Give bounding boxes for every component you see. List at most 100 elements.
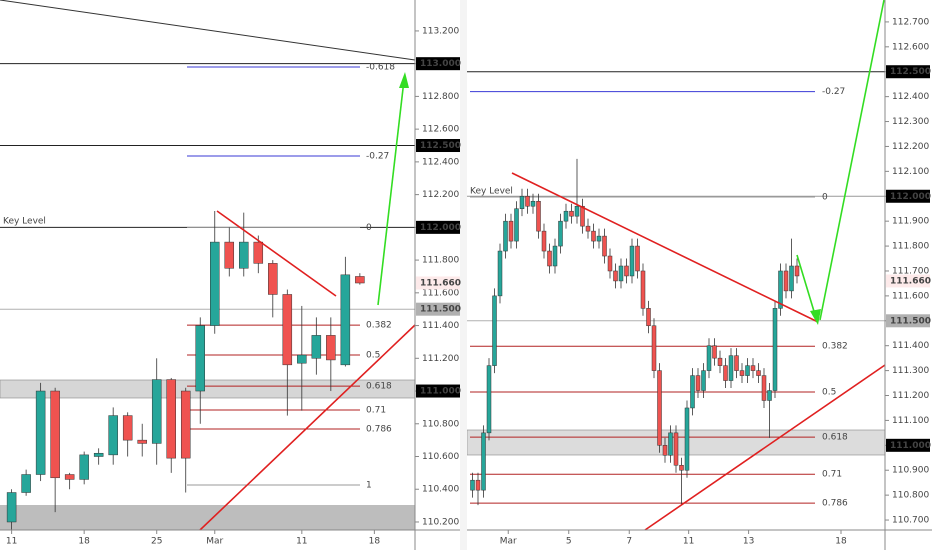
fib-label: 0.382 bbox=[366, 321, 392, 331]
candle-body bbox=[514, 208, 519, 242]
y-tick-label: 111.400 bbox=[422, 321, 459, 331]
candle-body bbox=[508, 220, 514, 242]
candle-body bbox=[690, 375, 695, 409]
candle-body bbox=[137, 439, 147, 444]
overlay-layer: 113.000 112.500 112.000 111.660 111.500 111.0… bbox=[416, 57, 931, 452]
candle-body bbox=[673, 432, 679, 466]
candle-body bbox=[326, 335, 336, 361]
x-tick-label: 11 bbox=[6, 537, 17, 547]
y-tick-label: 110.800 bbox=[422, 419, 459, 429]
y-tick-label: 112.400 bbox=[892, 92, 929, 102]
candle-body bbox=[734, 355, 739, 371]
x-tick-label: 25 bbox=[151, 537, 162, 547]
candle-body bbox=[563, 210, 569, 222]
candle-body bbox=[640, 270, 646, 309]
y-tick-label: 110.400 bbox=[422, 485, 459, 495]
candle-body bbox=[723, 365, 728, 381]
x-tick-label: Mar bbox=[206, 537, 223, 547]
fib-label: 0.618 bbox=[822, 433, 848, 443]
y-tick-label: 112.200 bbox=[422, 190, 459, 200]
y-tick-label: 111.100 bbox=[892, 416, 929, 426]
candle-body bbox=[35, 390, 46, 475]
candle-body bbox=[151, 379, 162, 444]
candle-body bbox=[340, 274, 351, 366]
candle-body bbox=[166, 379, 176, 459]
y-tick-label: 112.400 bbox=[422, 157, 459, 167]
price-label-box bbox=[416, 139, 460, 153]
price-label-box bbox=[886, 189, 930, 203]
price-label-box bbox=[416, 57, 460, 71]
y-tick-label: 111.800 bbox=[422, 256, 459, 266]
annotation: Key Level bbox=[3, 217, 46, 227]
fib-label: 1 bbox=[366, 480, 372, 490]
support-zone bbox=[0, 379, 416, 399]
candle-body bbox=[580, 205, 585, 227]
candle-body bbox=[739, 370, 745, 376]
fib-label: 0.786 bbox=[366, 425, 392, 435]
candle-body bbox=[536, 200, 541, 232]
fib-label: -0.27 bbox=[366, 151, 389, 161]
fib-label: 0.618 bbox=[366, 382, 392, 392]
candle-body bbox=[635, 245, 640, 272]
demand-zone bbox=[0, 505, 415, 530]
y-tick-label: 112.600 bbox=[422, 125, 459, 135]
fib-label: 0.5 bbox=[822, 388, 836, 398]
y-tick-label: 111.400 bbox=[892, 341, 929, 351]
x-tick-label: 11 bbox=[683, 537, 694, 547]
x-tick-label: 7 bbox=[626, 537, 632, 547]
y-tick-label: 111.700 bbox=[892, 266, 929, 276]
y-tick-label: 111.200 bbox=[422, 354, 459, 364]
price-label: 112.500 bbox=[420, 141, 461, 151]
candle-body bbox=[651, 325, 657, 371]
trendline bbox=[511, 172, 819, 323]
candle-body bbox=[50, 390, 60, 479]
fib-label: 0 bbox=[822, 193, 828, 203]
y-tick-label: 111.600 bbox=[422, 288, 459, 298]
candle-body bbox=[519, 196, 525, 209]
candle-body bbox=[475, 479, 481, 491]
fib-label: -0.27 bbox=[822, 87, 845, 97]
candle-body bbox=[541, 230, 547, 252]
fib-label: 0.71 bbox=[822, 470, 842, 480]
candle-body bbox=[706, 345, 712, 371]
candle-body bbox=[679, 464, 684, 471]
x-tick-label: 11 bbox=[296, 537, 307, 547]
candle-body bbox=[470, 479, 475, 491]
price-label-box bbox=[416, 220, 460, 234]
projection-arrow bbox=[377, 79, 405, 306]
candle-body bbox=[585, 225, 591, 232]
candle-body bbox=[662, 445, 668, 456]
price-label: 112.500 bbox=[890, 67, 931, 77]
candle-body bbox=[355, 276, 365, 284]
candle-body bbox=[282, 294, 293, 366]
price-label: 111.660 bbox=[420, 279, 461, 289]
candle-body bbox=[268, 263, 278, 295]
candle-body bbox=[745, 365, 750, 376]
candle-body bbox=[108, 415, 118, 456]
candle-body bbox=[122, 415, 133, 441]
price-label-box bbox=[416, 276, 460, 290]
y-tick-label: 113.200 bbox=[422, 26, 459, 36]
candle-body bbox=[21, 474, 31, 493]
y-tick-label: 112.300 bbox=[892, 117, 929, 127]
fib-label: 0.5 bbox=[366, 351, 380, 361]
fib-label: 0.382 bbox=[822, 342, 848, 352]
candle-body bbox=[552, 245, 558, 267]
candle-body bbox=[602, 235, 607, 257]
projection-arrow bbox=[819, 0, 885, 321]
candle-body bbox=[253, 241, 264, 264]
x-tick-label: 18 bbox=[835, 537, 847, 547]
fib-label: -0.618 bbox=[366, 62, 395, 72]
x-tick-label: 13 bbox=[743, 537, 754, 547]
candle-body bbox=[646, 308, 651, 327]
candle-body bbox=[297, 354, 307, 364]
candle-body bbox=[783, 270, 789, 292]
candle-body bbox=[79, 454, 89, 480]
candle-body bbox=[503, 220, 508, 252]
price-label-box bbox=[416, 384, 460, 398]
y-tick-label: 112.800 bbox=[422, 92, 459, 102]
x-tick-label: Mar bbox=[500, 537, 517, 547]
x-tick-label: 5 bbox=[566, 537, 572, 547]
y-tick-label: 110.800 bbox=[892, 491, 929, 501]
